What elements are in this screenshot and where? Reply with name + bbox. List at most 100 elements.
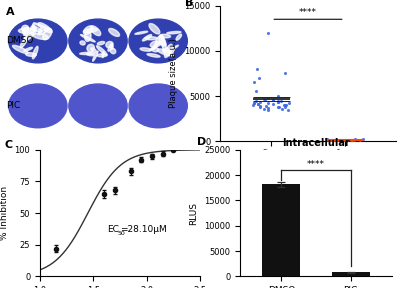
- Ellipse shape: [22, 25, 29, 32]
- Point: [255, 102, 262, 107]
- Point: [359, 137, 366, 142]
- Point: [253, 89, 259, 94]
- Point: [251, 101, 257, 105]
- Y-axis label: % Inhibition: % Inhibition: [0, 186, 9, 240]
- Ellipse shape: [140, 48, 152, 51]
- Point: [254, 67, 260, 71]
- Point: [328, 138, 334, 143]
- Ellipse shape: [150, 41, 159, 47]
- Ellipse shape: [167, 31, 181, 34]
- Point: [261, 97, 268, 102]
- Text: C: C: [5, 140, 13, 150]
- Ellipse shape: [106, 41, 113, 48]
- Point: [349, 138, 355, 142]
- Ellipse shape: [142, 35, 152, 41]
- Point: [250, 103, 256, 107]
- Point: [270, 97, 277, 102]
- Point: [345, 138, 351, 143]
- Ellipse shape: [84, 29, 98, 33]
- Ellipse shape: [161, 35, 166, 46]
- Ellipse shape: [38, 29, 48, 35]
- Ellipse shape: [90, 26, 101, 36]
- Ellipse shape: [24, 47, 32, 51]
- Point: [277, 99, 284, 104]
- Text: 50: 50: [117, 231, 125, 236]
- Point: [327, 138, 333, 142]
- Ellipse shape: [20, 37, 28, 48]
- Ellipse shape: [80, 35, 95, 42]
- Point: [283, 103, 289, 107]
- Point: [334, 138, 340, 142]
- Title: Intracellular: Intracellular: [282, 138, 350, 147]
- Point: [341, 138, 348, 143]
- Ellipse shape: [162, 48, 168, 52]
- Circle shape: [129, 84, 187, 128]
- Ellipse shape: [164, 44, 172, 58]
- Ellipse shape: [91, 48, 96, 52]
- Text: B: B: [185, 0, 193, 8]
- Circle shape: [9, 84, 67, 128]
- Point: [282, 105, 288, 109]
- Ellipse shape: [87, 44, 94, 52]
- Point: [256, 76, 262, 80]
- Bar: [332, 272, 370, 276]
- Point: [325, 138, 332, 142]
- Ellipse shape: [30, 26, 36, 35]
- Point: [280, 103, 287, 107]
- Ellipse shape: [93, 51, 98, 61]
- Ellipse shape: [12, 45, 28, 54]
- Point: [285, 107, 291, 112]
- Ellipse shape: [24, 27, 29, 35]
- Ellipse shape: [147, 54, 160, 57]
- Ellipse shape: [162, 40, 166, 52]
- Point: [282, 71, 288, 76]
- Text: EC: EC: [107, 225, 119, 234]
- Circle shape: [9, 19, 67, 63]
- Circle shape: [129, 19, 187, 63]
- Point: [340, 138, 346, 143]
- Ellipse shape: [32, 24, 35, 31]
- Point: [282, 103, 288, 107]
- Ellipse shape: [38, 23, 52, 33]
- Text: D: D: [198, 137, 207, 147]
- Text: =28.10μM: =28.10μM: [120, 225, 167, 234]
- Ellipse shape: [156, 35, 162, 45]
- Point: [251, 80, 258, 85]
- Point: [257, 105, 264, 109]
- Ellipse shape: [145, 37, 157, 40]
- Ellipse shape: [97, 54, 107, 57]
- Ellipse shape: [108, 44, 112, 51]
- Point: [324, 137, 330, 142]
- Point: [265, 105, 272, 110]
- Text: A: A: [6, 7, 14, 17]
- Text: PIC: PIC: [6, 101, 20, 110]
- Point: [274, 94, 281, 98]
- Point: [350, 137, 357, 142]
- Point: [334, 137, 340, 142]
- Point: [333, 138, 339, 142]
- Point: [279, 106, 286, 111]
- Circle shape: [69, 84, 127, 128]
- Point: [253, 98, 260, 103]
- Ellipse shape: [168, 49, 174, 54]
- Point: [262, 104, 269, 108]
- Ellipse shape: [32, 26, 42, 32]
- Ellipse shape: [84, 26, 93, 34]
- Text: ****: ****: [299, 8, 317, 18]
- Ellipse shape: [176, 34, 182, 40]
- Y-axis label: RLUS: RLUS: [190, 202, 198, 225]
- Ellipse shape: [149, 43, 162, 50]
- Point: [334, 138, 340, 143]
- Circle shape: [69, 19, 127, 63]
- Ellipse shape: [24, 33, 34, 41]
- Ellipse shape: [43, 29, 52, 40]
- Ellipse shape: [157, 49, 174, 56]
- Text: ****: ****: [307, 160, 325, 168]
- Point: [265, 107, 272, 112]
- Point: [356, 138, 363, 143]
- Point: [269, 102, 276, 107]
- Point: [328, 137, 335, 142]
- Point: [257, 100, 263, 105]
- Ellipse shape: [160, 34, 170, 38]
- Bar: [262, 184, 300, 276]
